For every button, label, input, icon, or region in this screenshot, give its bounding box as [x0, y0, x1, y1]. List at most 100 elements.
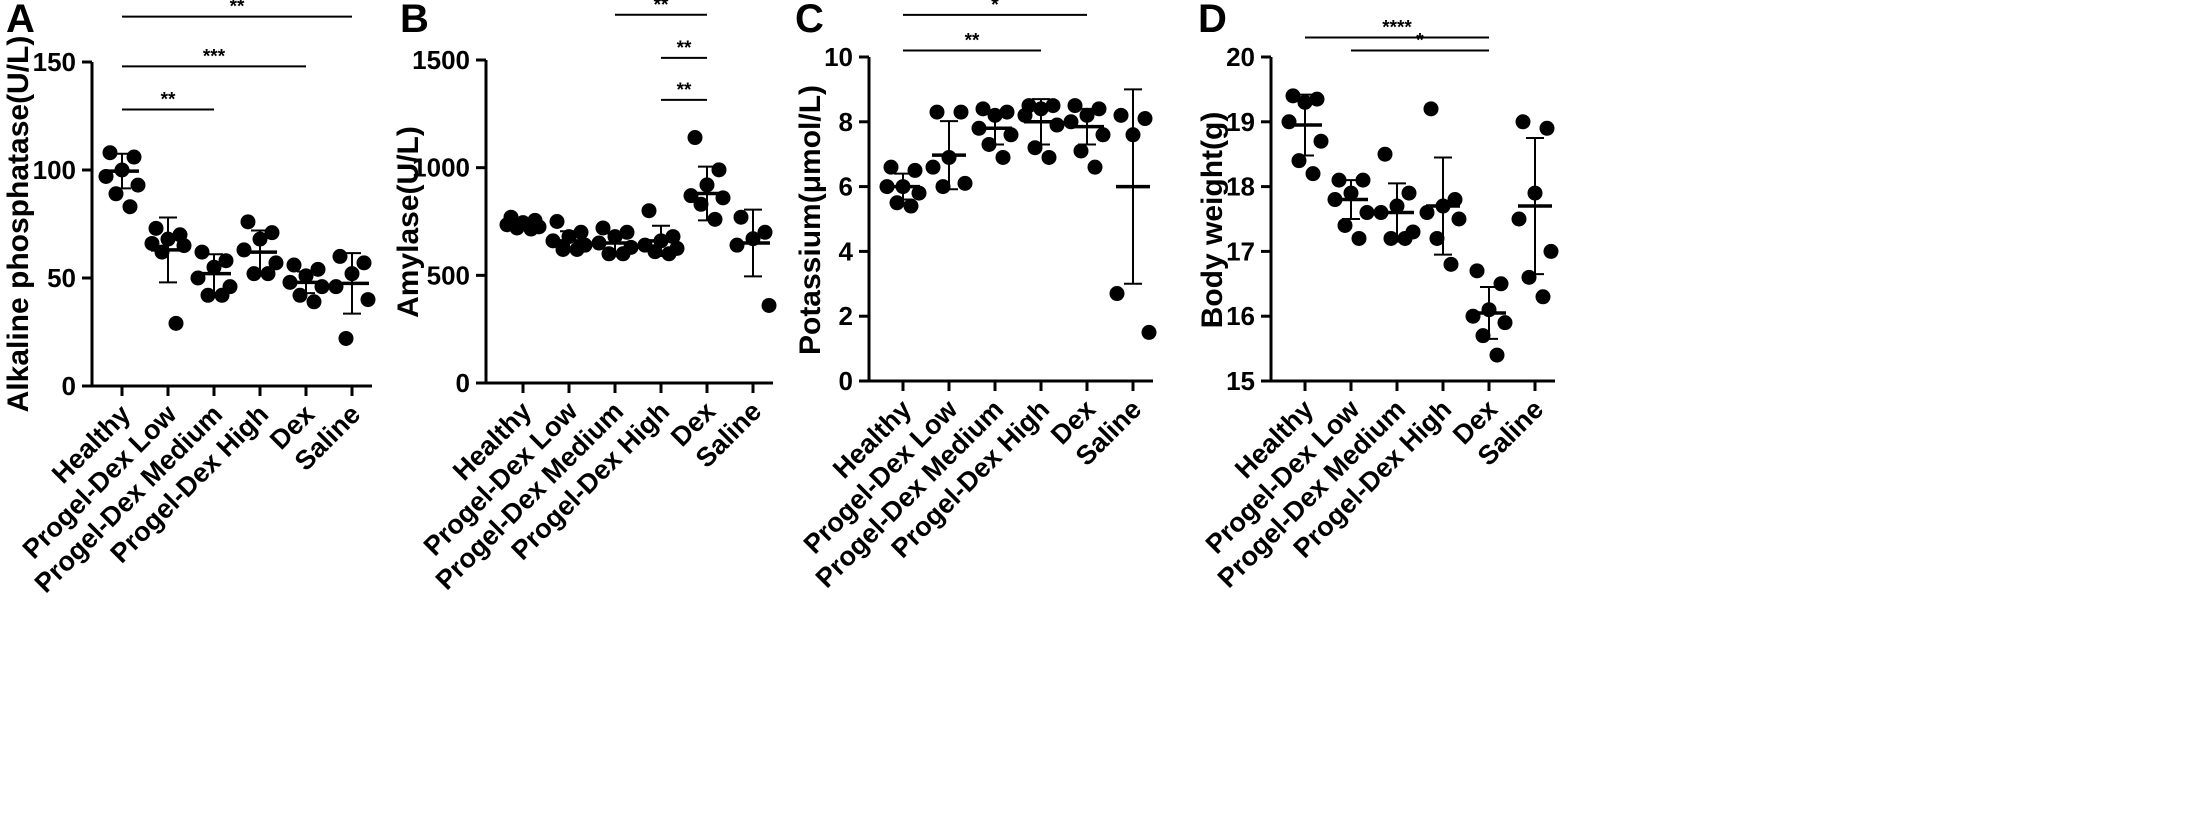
data-point — [693, 196, 709, 212]
y-tick-label: 10 — [824, 42, 853, 72]
data-point — [1331, 172, 1347, 188]
data-point — [1543, 243, 1559, 259]
panel-label: A — [6, 0, 35, 41]
group-5 — [1511, 114, 1559, 305]
data-point — [1469, 263, 1485, 279]
data-point — [707, 211, 723, 227]
y-tick-label: 100 — [33, 155, 76, 185]
data-point — [332, 248, 348, 264]
data-point — [1521, 269, 1537, 285]
data-point — [1113, 107, 1129, 123]
data-point — [1481, 302, 1497, 318]
data-point — [298, 268, 314, 284]
y-tick-label: 17 — [1226, 236, 1255, 266]
significance-label: ** — [230, 0, 245, 18]
group-4 — [1465, 263, 1513, 363]
panel-b: B050010001500Amylase(U/L)HealthyProgel-D… — [392, 0, 777, 595]
data-point — [1003, 127, 1019, 143]
data-point — [292, 287, 308, 303]
data-point — [1313, 133, 1329, 149]
y-tick-label: 16 — [1226, 301, 1255, 331]
data-point — [1087, 159, 1103, 175]
data-point — [1493, 276, 1509, 292]
y-tick-label: 2 — [839, 301, 853, 331]
data-point — [975, 101, 991, 117]
data-point — [1535, 289, 1551, 305]
data-point — [903, 198, 919, 214]
data-point — [661, 246, 677, 262]
data-point — [356, 255, 372, 271]
data-point — [148, 220, 164, 236]
data-point — [687, 130, 703, 146]
data-point — [555, 241, 571, 257]
significance-label: *** — [203, 46, 226, 67]
data-point — [601, 246, 617, 262]
data-point — [260, 266, 276, 282]
data-point — [733, 209, 749, 225]
data-point — [1297, 94, 1313, 110]
data-point — [108, 186, 124, 202]
y-tick-label: 6 — [839, 172, 853, 202]
data-point — [102, 145, 118, 161]
data-point — [1515, 114, 1531, 130]
data-point — [1125, 127, 1141, 143]
x-tick-label: Progel-Dex Medium — [430, 396, 629, 595]
data-point — [1355, 172, 1371, 188]
significance-label: * — [991, 0, 999, 16]
y-tick-label: 20 — [1226, 42, 1255, 72]
data-point — [252, 231, 268, 247]
data-point — [1291, 153, 1307, 169]
data-point — [1095, 127, 1111, 143]
data-point — [1397, 230, 1413, 246]
data-point — [1073, 143, 1089, 159]
significance-label: ** — [654, 0, 669, 16]
panel-label: B — [400, 0, 429, 41]
group-3 — [1419, 101, 1467, 272]
data-point — [641, 203, 657, 219]
data-point — [1429, 230, 1445, 246]
data-point — [360, 292, 376, 308]
data-point — [1091, 101, 1107, 117]
data-point — [1281, 114, 1297, 130]
data-point — [883, 159, 899, 175]
x-tick-label: Progel-Dex Medium — [1212, 394, 1411, 593]
data-point — [1383, 230, 1399, 246]
data-point — [122, 199, 138, 215]
y-tick-label: 1000 — [412, 153, 470, 183]
group-4 — [1063, 98, 1111, 175]
data-point — [344, 266, 360, 282]
data-point — [699, 177, 715, 193]
data-point — [236, 242, 252, 258]
data-point — [1389, 198, 1405, 214]
data-point — [929, 104, 945, 120]
data-point — [1359, 205, 1375, 221]
data-point — [130, 177, 146, 193]
data-point — [569, 241, 585, 257]
group-3 — [637, 203, 685, 262]
group-0 — [879, 159, 927, 214]
group-1 — [925, 104, 973, 195]
data-point — [595, 220, 611, 236]
group-3 — [1017, 98, 1065, 165]
significance-label: ** — [677, 38, 692, 59]
data-point — [1309, 91, 1325, 107]
data-point — [573, 224, 589, 240]
data-point — [615, 246, 631, 262]
data-point — [218, 253, 234, 269]
data-point — [889, 195, 905, 211]
data-point — [1033, 101, 1049, 117]
data-point — [264, 225, 280, 241]
data-point — [941, 149, 957, 165]
data-point — [711, 162, 727, 178]
significance-label: ** — [965, 31, 980, 52]
data-point — [729, 237, 745, 253]
data-point — [1451, 211, 1467, 227]
data-point — [1511, 211, 1527, 227]
data-point — [907, 162, 923, 178]
data-point — [1527, 185, 1543, 201]
data-point — [925, 159, 941, 175]
y-tick-label: 150 — [33, 47, 76, 77]
data-point — [194, 244, 210, 260]
x-tick-label: Progel-Dex Medium — [810, 394, 1009, 593]
